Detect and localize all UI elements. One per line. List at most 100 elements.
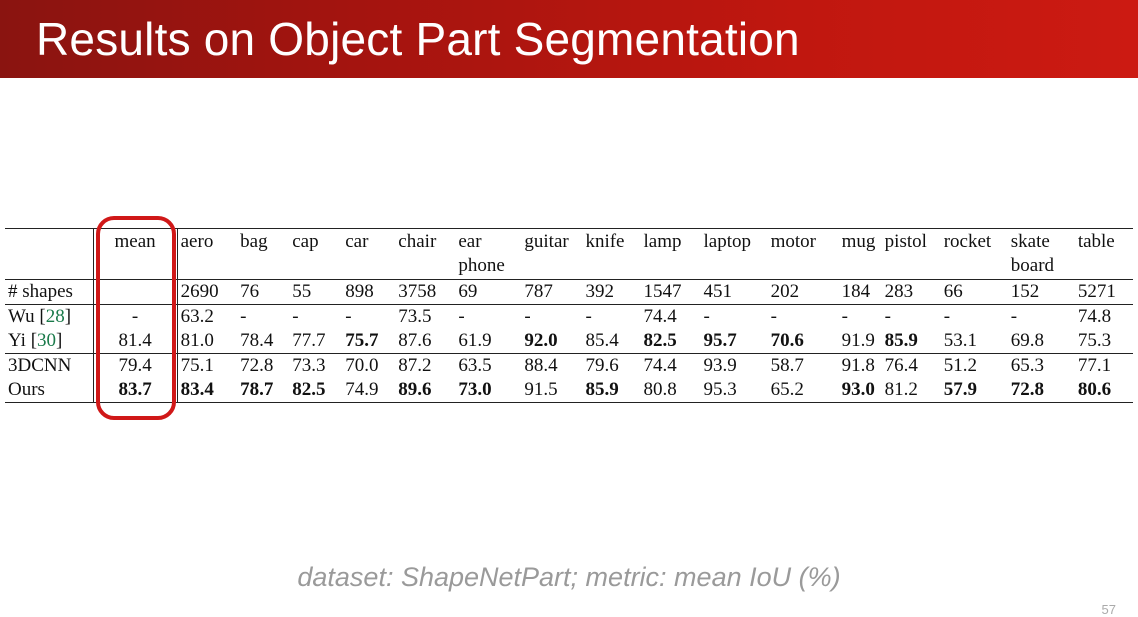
citation-link[interactable]: 30 [37,330,57,351]
header-category-line2: board [1010,255,1055,276]
table-row: Wu [28] -63.2- - -73.5- - -74.4- - - - - -74.8 [5,304,1133,329]
header-category-line2 [181,254,235,278]
header-row: mean aero bag cap car chair ear phone guitar kni… [5,228,1133,280]
table-cell: 82.5 [643,330,677,351]
row-method: # shapes [5,279,94,305]
table-cell: 76.4 [884,355,918,376]
table-cell: 88.4 [524,355,558,376]
table-cell: 1547 [643,281,682,302]
table-row: Yi [30] 81.4 81.0 78.4 77.7 75.7 87.6 61.9 92.0 8… [5,329,1133,354]
header-category-line2 [643,254,697,278]
table-cell: 91.5 [524,379,558,400]
table-cell: 70.6 [770,330,804,351]
header-category-line1: rocket [943,231,992,252]
table-cell: 74.4 [643,355,677,376]
table-cell: 451 [703,281,733,302]
table-cell: - [943,306,951,327]
header-category-line2 [771,254,836,278]
table-cell: 83.4 [180,379,214,400]
citation-bracket: ] [56,330,63,351]
header-category-line1: mug [841,231,876,252]
header-category-line2 [1078,254,1130,278]
header-category-line1: motor [770,231,816,252]
table-cell: - [884,306,891,327]
table-cell: 72.8 [1010,379,1045,400]
header-category-line2 [398,254,452,278]
table-cell: 80.8 [643,379,677,400]
table-cell: 898 [345,281,374,302]
table-row: 3DCNN 79.4 75.1 72.8 73.3 70.0 87.2 63.5 88.4 79.… [5,353,1133,378]
header-category-line1: aero [180,231,214,252]
header-category: aero [177,229,237,280]
slide-caption: dataset: ShapeNetPart; metric: mean IoU … [297,562,841,592]
table-cell: 82.5 [292,379,326,400]
table-cell: 51.2 [943,355,977,376]
method-name: Yi [ [8,330,38,351]
table-cell: 85.9 [884,330,918,351]
header-category: table [1075,229,1133,280]
header-category-line2 [885,254,938,278]
table-cell: 89.6 [398,379,432,400]
header-category-line2 [292,254,339,278]
header-category: skate board [1008,229,1075,280]
table-cell: 79.6 [585,355,619,376]
table-cell: 74.4 [643,306,677,327]
table-cell: 61.9 [458,330,492,351]
table-cell: 87.2 [398,355,432,376]
header-category-line2 [345,254,392,278]
table-cell: 70.0 [345,355,379,376]
header-category-line1: table [1077,231,1115,252]
table-cell: 74.9 [345,379,379,400]
header-category-line2 [240,254,286,278]
citation-link[interactable]: 28 [45,306,65,327]
table-row: Ours 83.7 83.4 78.7 82.5 74.9 89.6 73.0 91.5 85.9… [5,378,1133,403]
table-cell: 78.4 [240,330,274,351]
table-cell: 66 [943,281,963,302]
table-cell: 63.5 [458,355,492,376]
header-method [5,228,94,280]
table-cell: - [524,306,531,327]
table-cell: 74.8 [1077,306,1112,327]
header-category-line1: laptop [703,231,752,252]
table-cell: 91.8 [841,355,875,376]
table-cell: 73.3 [292,355,326,376]
row-method: Wu [28] [5,304,94,329]
header-category: lamp [640,229,700,280]
table-cell: 69.8 [1010,330,1045,351]
header-category-line1: knife [585,231,625,252]
table-cell: 392 [585,281,614,302]
table-cell: - [585,306,592,327]
table-cell: 283 [884,281,914,302]
table-cell: 75.1 [180,355,214,376]
header-category: laptop [701,229,768,280]
header-category: knife [582,229,640,280]
table-cell: - [240,306,247,327]
header-category: ear phone [455,229,521,280]
row-method: 3DCNN [5,353,94,378]
header-category: pistol [882,229,941,280]
results-table: mean aero bag cap car chair ear phone guitar kni… [5,228,1133,403]
table-cell: 73.5 [398,306,432,327]
table-cell: 87.6 [398,330,432,351]
header-category: cap [289,229,342,280]
table-cell: 69 [458,281,478,302]
table-cell: - [770,306,777,327]
row-method: Yi [30] [5,329,94,354]
table-cell: 57.9 [943,379,977,400]
table-cell: 93.9 [703,355,737,376]
table-cell: 184 [841,281,871,302]
header-category: rocket [941,229,1008,280]
header-category-line1: guitar [524,231,569,252]
header-category: car [342,229,395,280]
table-cell: 72.8 [240,355,274,376]
table-cell: 76 [240,281,260,302]
header-category-line2 [842,254,879,278]
table-cell: 91.9 [841,330,875,351]
header-category: bag [237,229,289,280]
row-method: Ours [5,378,94,403]
header-category-line1: bag [240,231,268,252]
table-cell: 58.7 [770,355,804,376]
table-cell: - [841,306,848,327]
table-cell: 65.2 [770,379,804,400]
table-cell: 75.3 [1077,330,1112,351]
